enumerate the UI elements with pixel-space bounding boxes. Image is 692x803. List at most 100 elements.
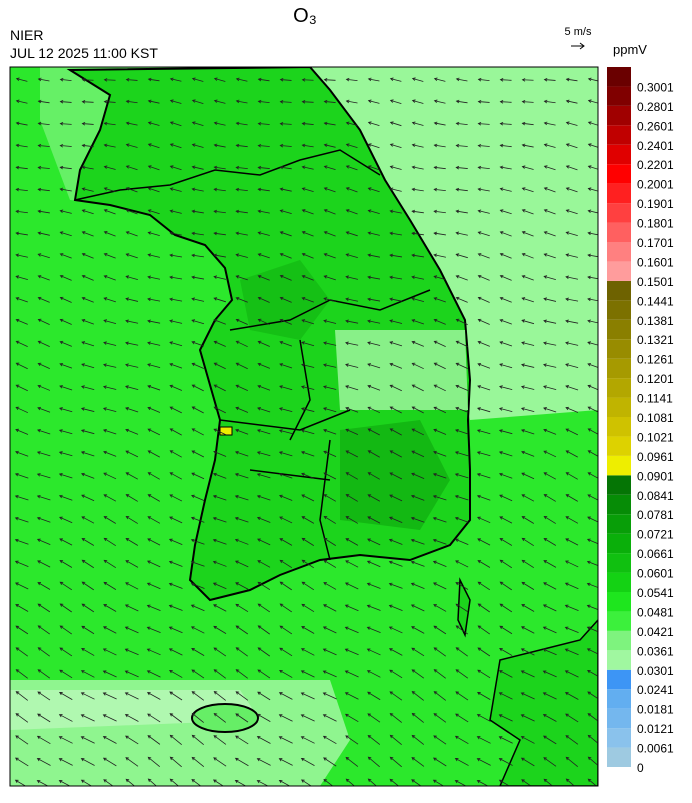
- wind-arrow: [565, 385, 579, 391]
- wind-arrow: [279, 494, 293, 501]
- wind-arrow: [234, 473, 249, 479]
- wind-arrow: [477, 253, 490, 259]
- wind-arrow: [455, 384, 469, 391]
- wind-arrow: [15, 582, 29, 590]
- wind-arrow: [14, 495, 29, 501]
- wind-arrow: [191, 297, 205, 302]
- wind-arrow: [81, 121, 94, 126]
- wind-arrow: [125, 143, 138, 148]
- wind-arrow: [103, 472, 117, 480]
- wind-arrow: [234, 450, 249, 457]
- wind-arrow: [168, 648, 183, 656]
- wind-arrow: [125, 428, 139, 435]
- wind-arrow: [213, 625, 227, 634]
- wind-arrow: [213, 340, 226, 347]
- wind-arrow: [366, 560, 381, 568]
- wind-arrow: [454, 538, 469, 546]
- wind-arrow: [191, 779, 202, 786]
- wind-arrow: [454, 758, 469, 766]
- colorbar-segment: [607, 455, 631, 476]
- wind-arrow: [37, 77, 50, 82]
- colorbar-label: 0.1701: [637, 236, 674, 250]
- wind-arrow: [499, 625, 513, 635]
- wind-arrow: [367, 319, 381, 324]
- wind-arrow: [565, 363, 579, 369]
- wind-arrow: [565, 99, 578, 104]
- wind-arrow: [433, 406, 447, 414]
- wind-arrow: [521, 143, 534, 148]
- wind-arrow: [37, 406, 51, 413]
- wind-arrow: [521, 494, 535, 502]
- wind-arrow: [58, 473, 73, 479]
- wind-arrow: [191, 734, 204, 745]
- wind-arrow: [477, 187, 490, 192]
- wind-arrow: [433, 450, 447, 457]
- colorbar-segment: [607, 650, 631, 670]
- wind-arrow: [411, 406, 424, 414]
- wind-arrow: [212, 538, 227, 545]
- wind-arrow: [279, 340, 293, 347]
- wind-arrow: [102, 626, 117, 634]
- wind-arrow: [279, 187, 292, 192]
- wind-arrow: [80, 714, 95, 722]
- wind-arrow: [411, 99, 424, 104]
- wind-arrow: [455, 253, 468, 259]
- wind-arrow: [279, 253, 292, 259]
- wind-arrow: [103, 581, 117, 590]
- wind-arrow: [323, 253, 336, 259]
- map: [10, 67, 598, 786]
- wind-arrow: [565, 143, 578, 149]
- wind-arrow: [344, 604, 359, 612]
- wind-arrow: [300, 670, 315, 678]
- wind-arrow: [125, 341, 139, 346]
- wind-arrow: [36, 473, 51, 479]
- wind-arrow: [257, 538, 271, 546]
- wind-arrow: [301, 494, 315, 502]
- wind-arrow: [565, 428, 579, 436]
- colorbar-segment: [607, 300, 631, 320]
- wind-arrow: [191, 428, 204, 436]
- wind-arrow: [279, 363, 293, 369]
- wind-arrow: [103, 604, 117, 612]
- wind-arrow: [476, 780, 489, 786]
- wind-arrow: [279, 625, 293, 635]
- wind-arrow: [212, 494, 227, 501]
- wind-arrow: [367, 297, 381, 302]
- wind-arrow: [103, 231, 116, 237]
- wind-arrow: [367, 428, 380, 436]
- wind-arrow: [477, 121, 490, 126]
- wind-arrow: [521, 581, 535, 590]
- wind-arrow: [257, 340, 270, 347]
- wind-arrow: [147, 406, 161, 413]
- wind-arrow: [37, 647, 50, 657]
- wind-arrow: [212, 516, 227, 523]
- island: [457, 577, 471, 638]
- wind-arrow: [542, 648, 557, 656]
- wind-arrow: [235, 647, 248, 657]
- wind-arrow: [125, 494, 138, 502]
- wind-arrow: [586, 538, 598, 545]
- wind-arrow: [345, 209, 358, 215]
- wind-arrow: [543, 187, 556, 193]
- wind-arrow: [169, 472, 183, 480]
- wind-arrow: [543, 494, 556, 502]
- wind-arrow: [213, 713, 227, 723]
- colorbar-label: 0.0721: [637, 528, 674, 542]
- colorbar-label: 0.1321: [637, 333, 674, 347]
- wind-arrow: [389, 165, 402, 170]
- wind-arrow: [257, 253, 270, 259]
- wind-arrow: [433, 209, 446, 214]
- wind-arrow: [323, 99, 336, 104]
- wind-arrow: [344, 648, 359, 656]
- wind-arrow: [15, 231, 28, 236]
- wind-arrow: [521, 516, 535, 524]
- wind-arrow: [125, 363, 139, 368]
- wind-arrow: [102, 429, 117, 435]
- colorbar-segment: [607, 339, 631, 359]
- wind-arrow: [279, 603, 292, 613]
- wind-arrow: [477, 603, 490, 613]
- wind-arrow: [388, 538, 403, 545]
- wind-arrow: [81, 648, 95, 656]
- colorbar-label: 0.1261: [637, 353, 674, 367]
- wind-arrow: [389, 669, 403, 679]
